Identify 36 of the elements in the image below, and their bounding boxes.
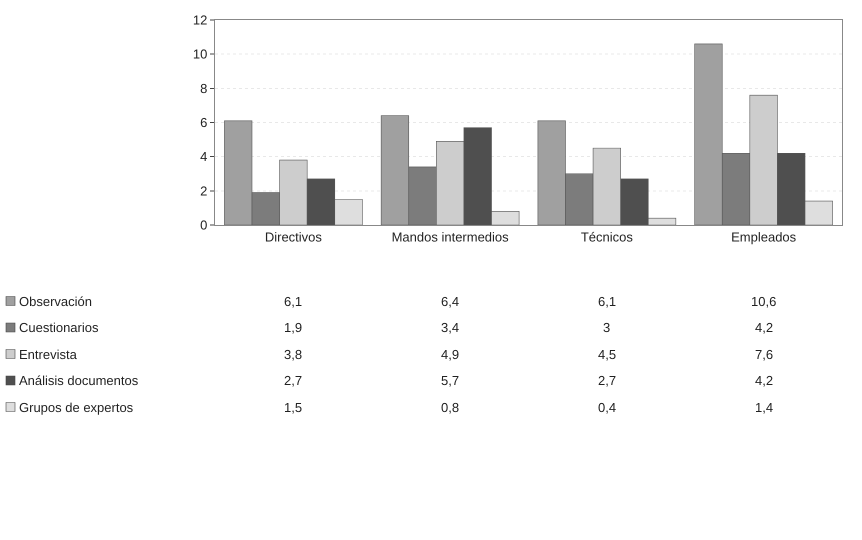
x-tick-label: Empleados <box>731 230 797 245</box>
data-label: 4,5 <box>598 347 616 362</box>
data-label: 6,1 <box>284 294 302 309</box>
y-tick-label: 12 <box>192 12 208 28</box>
data-label: 1,5 <box>284 400 302 415</box>
y-tick-label: 8 <box>200 80 208 96</box>
data-label: 0,8 <box>441 400 460 415</box>
y-tick-label: 10 <box>192 46 208 62</box>
y-tick-label: 0 <box>200 218 208 233</box>
y-tick-label: 6 <box>200 115 208 130</box>
data-label: 6,4 <box>441 294 460 309</box>
x-tick-label: Directivos <box>264 230 322 245</box>
data-label: 4,2 <box>755 320 774 335</box>
data-label: 4,2 <box>755 373 774 388</box>
x-tick-label: Técnicos <box>580 230 634 245</box>
data-label: 1,9 <box>284 320 302 335</box>
data-label: 10,6 <box>751 294 776 309</box>
y-tick-label: 2 <box>200 183 208 198</box>
legend-label: Análisis documentos <box>19 373 139 388</box>
legend-label: Grupos de expertos <box>19 400 134 415</box>
data-label: 7,6 <box>755 347 774 362</box>
legend-label: Cuestionarios <box>19 320 99 335</box>
data-label: 2,7 <box>284 373 302 388</box>
legend-label: Entrevista <box>19 347 78 362</box>
data-label: 3 <box>603 320 610 335</box>
data-label: 6,1 <box>598 294 616 309</box>
legend-label: Observación <box>19 294 92 309</box>
y-tick-label: 4 <box>200 149 208 164</box>
data-label: 5,7 <box>441 373 460 388</box>
data-label: 4,9 <box>441 347 460 362</box>
data-label: 3,8 <box>284 347 302 362</box>
data-label: 2,7 <box>598 373 616 388</box>
data-label: 1,4 <box>755 400 774 415</box>
data-label: 0,4 <box>598 400 616 415</box>
data-label: 3,4 <box>441 320 460 335</box>
x-tick-label: Mandos intermedios <box>392 230 510 245</box>
